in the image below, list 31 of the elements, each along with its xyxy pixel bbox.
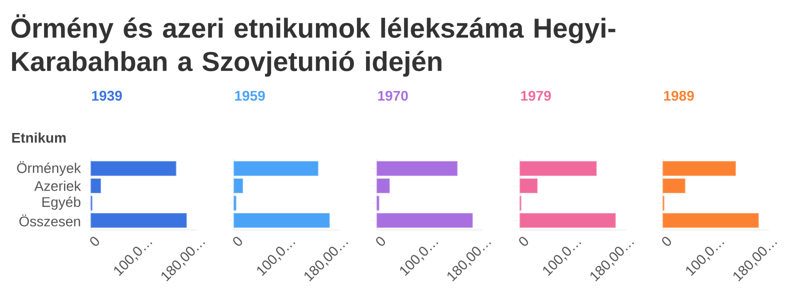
chart-title: 1939 [92, 90, 122, 101]
bar [662, 178, 686, 194]
chart-title: 1979 [521, 90, 551, 101]
bar [520, 161, 597, 176]
text: 0 [376, 236, 386, 246]
bar [234, 213, 330, 228]
bar [376, 213, 473, 228]
bar [662, 161, 736, 176]
bar [520, 213, 616, 228]
y-tick-label: Azeriek [34, 180, 81, 191]
text: 0 [90, 236, 100, 246]
bar [662, 213, 759, 228]
bar [234, 178, 243, 194]
chart-title: 1970 [378, 90, 408, 101]
bar [90, 213, 187, 228]
y-tick-label: Örmények [17, 161, 81, 176]
text: Örmény és azeri etnikumok lélekszáma Hegyi-Karabahban a Szovjetunió idején [11, 14, 616, 77]
chart-title: 1989 [664, 90, 694, 101]
bar [376, 178, 390, 194]
y-tick-label: Egyéb [42, 196, 80, 210]
chart-title: 1959 [235, 90, 265, 101]
bar [234, 161, 318, 176]
bar [520, 178, 538, 194]
bar [90, 178, 101, 194]
text: 0 [233, 236, 242, 246]
y-axis-title: Etnikum [12, 132, 66, 143]
bar [376, 161, 458, 176]
text: 0 [519, 236, 528, 246]
text: 0 [662, 236, 672, 246]
y-tick-label: Összesen [19, 214, 80, 226]
bar [90, 161, 176, 176]
